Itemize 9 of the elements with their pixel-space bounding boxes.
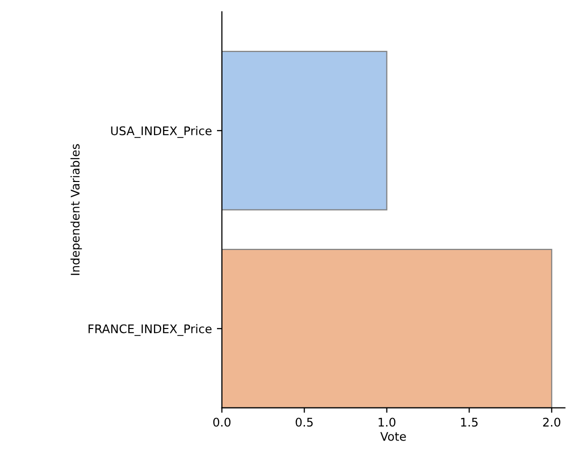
y-tick-label: USA_INDEX_Price	[111, 126, 212, 138]
y-tick-label: FRANCE_INDEX_Price	[88, 324, 212, 336]
x-axis-title: Vote	[380, 432, 406, 441]
x-tick-label: 0.0	[213, 418, 230, 427]
x-tick-label: 1.0	[378, 418, 396, 427]
x-tick-label: 0.5	[296, 418, 313, 427]
x-tick-label: 2.0	[543, 418, 560, 427]
x-tick-label: 1.5	[461, 418, 478, 427]
y-axis-title: Independent Variables	[70, 144, 82, 275]
